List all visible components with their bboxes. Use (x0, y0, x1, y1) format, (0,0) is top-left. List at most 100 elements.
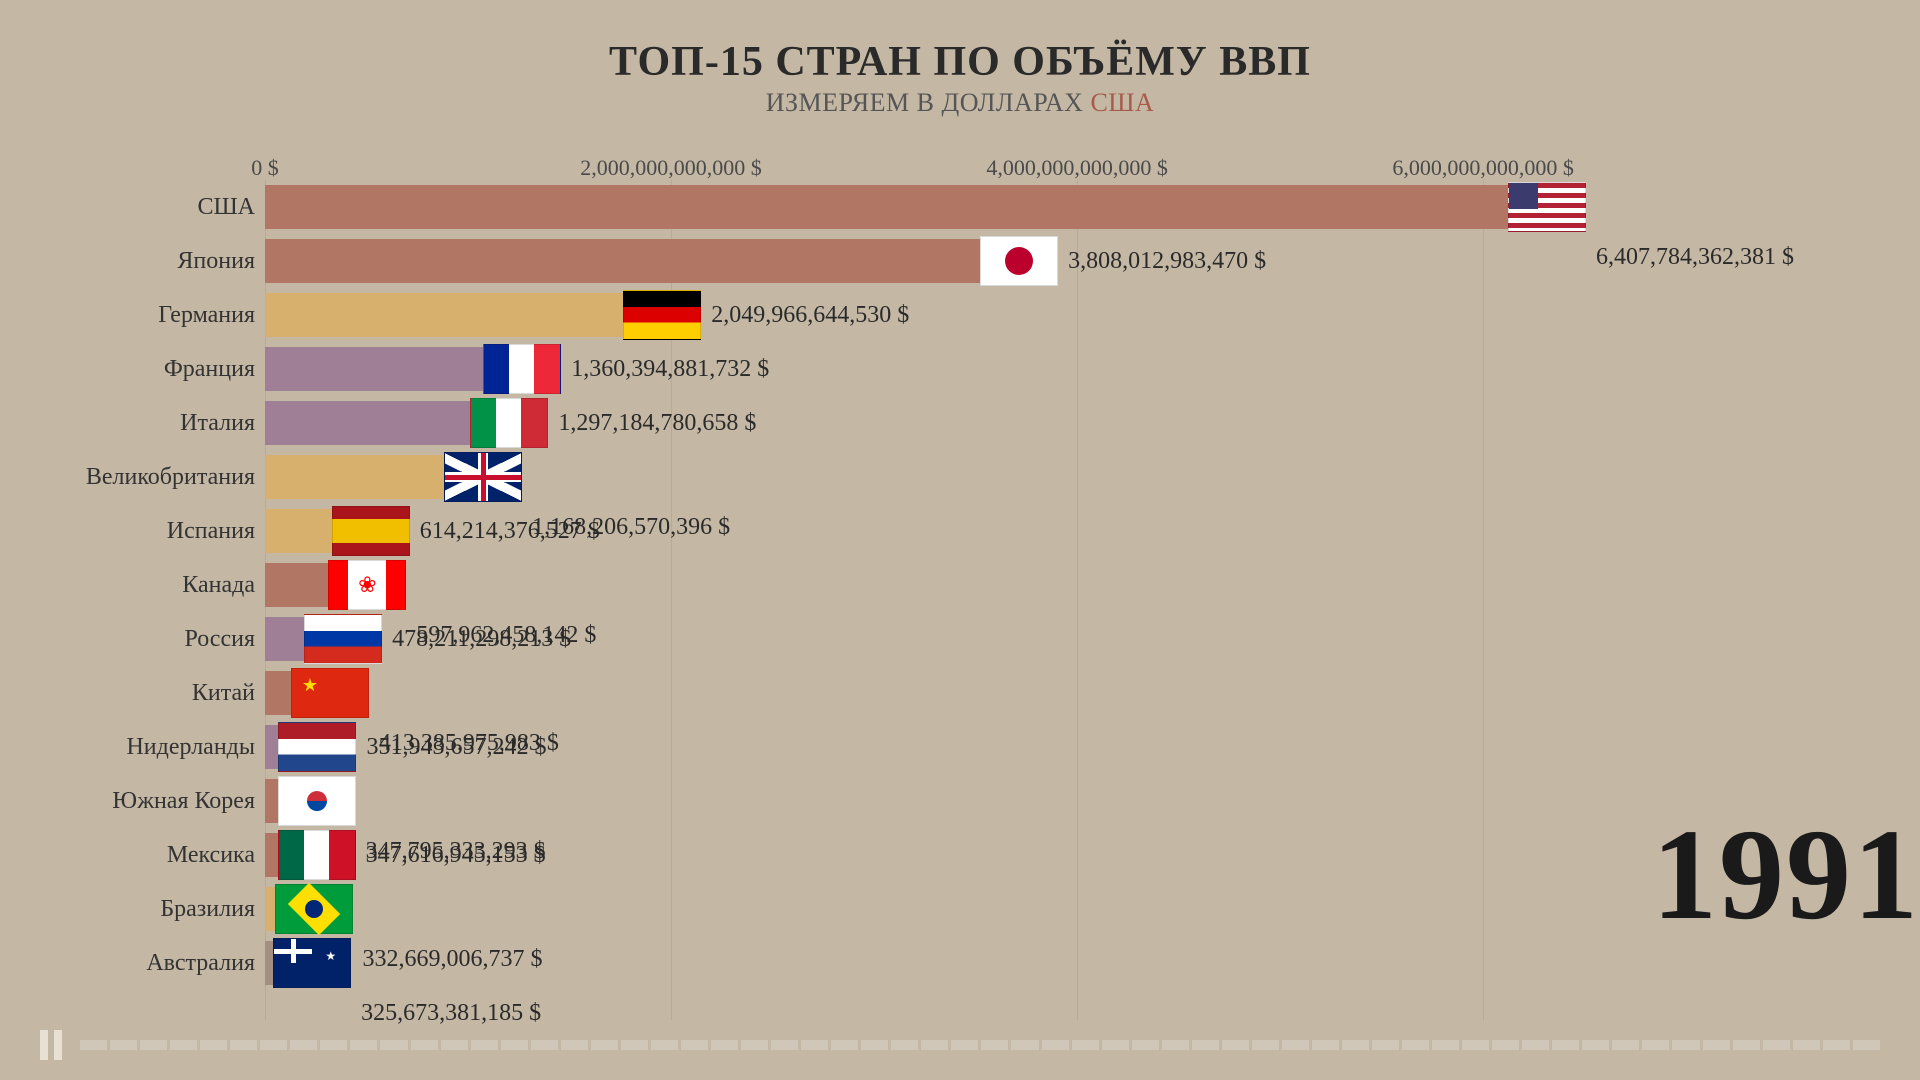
timeline-segment[interactable] (861, 1040, 888, 1050)
timeline-segment[interactable] (380, 1040, 407, 1050)
timeline-segment[interactable] (1853, 1040, 1880, 1050)
flag-icon (291, 668, 369, 718)
timeline-segment[interactable] (1252, 1040, 1279, 1050)
bar-row: Япония3,808,012,983,470 $ (265, 234, 1605, 288)
timeline-segment[interactable] (1703, 1040, 1730, 1050)
timeline-segment[interactable] (1522, 1040, 1549, 1050)
timeline-segment[interactable] (1282, 1040, 1309, 1050)
timeline-segment[interactable] (1432, 1040, 1459, 1050)
timeline-scrubber[interactable] (80, 1040, 1880, 1050)
timeline-segment[interactable] (651, 1040, 678, 1050)
bar-chart: США6,407,784,362,381 $Япония3,808,012,98… (265, 180, 1605, 1000)
timeline-segment[interactable] (1672, 1040, 1699, 1050)
timeline-segment[interactable] (1733, 1040, 1760, 1050)
timeline-segment[interactable] (1793, 1040, 1820, 1050)
timeline-segment[interactable] (1823, 1040, 1850, 1050)
chart-title: ТОП-15 СТРАН ПО ОБЪЁМУ ВВП (0, 38, 1920, 86)
timeline-segment[interactable] (1342, 1040, 1369, 1050)
timeline-segment[interactable] (230, 1040, 257, 1050)
country-label: Франция (0, 342, 255, 396)
timeline-segment[interactable] (501, 1040, 528, 1050)
country-label: Япония (0, 234, 255, 288)
timeline-segment[interactable] (591, 1040, 618, 1050)
flag-icon (304, 614, 382, 664)
timeline-segment[interactable] (1072, 1040, 1099, 1050)
timeline-segment[interactable] (1582, 1040, 1609, 1050)
timeline-segment[interactable] (1763, 1040, 1790, 1050)
timeline-segment[interactable] (471, 1040, 498, 1050)
timeline-segment[interactable] (951, 1040, 978, 1050)
timeline-segment[interactable] (1042, 1040, 1069, 1050)
timeline-segment[interactable] (771, 1040, 798, 1050)
subtitle-accent: США (1090, 88, 1154, 117)
timeline-segment[interactable] (1372, 1040, 1399, 1050)
timeline-segment[interactable] (531, 1040, 558, 1050)
country-label: США (0, 180, 255, 234)
country-label: Южная Корея (0, 774, 255, 828)
timeline-segment[interactable] (140, 1040, 167, 1050)
value-label: 325,673,381,185 $ (361, 986, 541, 1040)
timeline-segment[interactable] (290, 1040, 317, 1050)
axis-tick: 6,000,000,000,000 $ (1392, 155, 1574, 181)
pause-button[interactable] (40, 1030, 66, 1060)
timeline-segment[interactable] (1462, 1040, 1489, 1050)
timeline-segment[interactable] (411, 1040, 438, 1050)
timeline-segment[interactable] (681, 1040, 708, 1050)
timeline-segment[interactable] (1552, 1040, 1579, 1050)
timeline-segment[interactable] (441, 1040, 468, 1050)
timeline-segment[interactable] (711, 1040, 738, 1050)
timeline-segment[interactable] (110, 1040, 137, 1050)
country-label: Италия (0, 396, 255, 450)
timeline-segment[interactable] (801, 1040, 828, 1050)
axis-tick: 2,000,000,000,000 $ (580, 155, 762, 181)
timeline-segment[interactable] (350, 1040, 377, 1050)
value-label: 6,407,784,362,381 $ (1596, 230, 1794, 284)
timeline-segment[interactable] (561, 1040, 588, 1050)
subtitle-prefix: ИЗМЕРЯЕМ В ДОЛЛАРАХ (766, 88, 1091, 117)
bar-row: Нидерланды351,943,657,242 $ (265, 720, 1605, 774)
flag-icon (1508, 182, 1586, 232)
timeline-segment[interactable] (1612, 1040, 1639, 1050)
country-label: Россия (0, 612, 255, 666)
year-label: 1991 (1652, 800, 1920, 950)
timeline-segment[interactable] (621, 1040, 648, 1050)
timeline-segment[interactable] (741, 1040, 768, 1050)
bar-row: Россия478,211,298,213 $ (265, 612, 1605, 666)
timeline-segment[interactable] (1492, 1040, 1519, 1050)
timeline-segment[interactable] (80, 1040, 107, 1050)
timeline-segment[interactable] (1222, 1040, 1249, 1050)
value-label: 1,297,184,780,658 $ (558, 396, 756, 450)
timeline-segment[interactable] (831, 1040, 858, 1050)
value-label: 3,808,012,983,470 $ (1068, 234, 1266, 288)
timeline-segment[interactable] (320, 1040, 347, 1050)
timeline-segment[interactable] (1132, 1040, 1159, 1050)
timeline-segment[interactable] (1102, 1040, 1129, 1050)
bar-row: Франция1,360,394,881,732 $ (265, 342, 1605, 396)
flag-icon (483, 344, 561, 394)
timeline-segment[interactable] (260, 1040, 287, 1050)
bar-row: США6,407,784,362,381 $ (265, 180, 1605, 234)
value-label: 614,214,376,527 $ (420, 504, 600, 558)
country-label: Мексика (0, 828, 255, 882)
flag-icon (275, 884, 353, 934)
timeline-segment[interactable] (981, 1040, 1008, 1050)
value-label: 478,211,298,213 $ (392, 612, 571, 666)
value-label: 351,943,657,242 $ (366, 720, 546, 774)
timeline-segment[interactable] (1642, 1040, 1669, 1050)
timeline-segment[interactable] (891, 1040, 918, 1050)
timeline-segment[interactable] (170, 1040, 197, 1050)
timeline-segment[interactable] (1011, 1040, 1038, 1050)
title-block: ТОП-15 СТРАН ПО ОБЪЁМУ ВВП ИЗМЕРЯЕМ В ДО… (0, 0, 1920, 118)
timeline-segment[interactable] (1162, 1040, 1189, 1050)
country-label: Германия (0, 288, 255, 342)
timeline-segment[interactable] (921, 1040, 948, 1050)
timeline-segment[interactable] (1402, 1040, 1429, 1050)
bar-row: Италия1,297,184,780,658 $ (265, 396, 1605, 450)
bar-row: Мексика347,616,945,153 $ (265, 828, 1605, 882)
timeline-segment[interactable] (1312, 1040, 1339, 1050)
flag-icon (332, 506, 410, 556)
timeline-segment[interactable] (1192, 1040, 1219, 1050)
bar-row: Канада597,962,458,142 $ (265, 558, 1605, 612)
flag-icon (278, 722, 356, 772)
timeline-segment[interactable] (200, 1040, 227, 1050)
